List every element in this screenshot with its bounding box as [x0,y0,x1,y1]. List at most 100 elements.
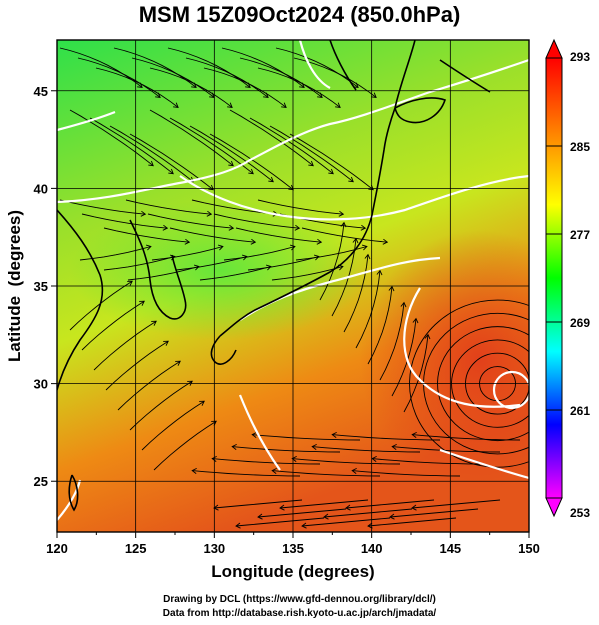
credit-drawing: Drawing by DCL (https://www.gfd-dennou.o… [163,594,436,605]
streamline-arrow [235,522,241,529]
streamline-arrow [291,455,297,462]
streamline-arrow [389,513,395,520]
streamline [69,109,154,167]
streamline-arrow [328,168,334,175]
streamline-arrow [173,102,179,108]
streamline [93,320,157,371]
streamline [271,266,344,281]
streamline-arrow [391,443,397,450]
colorbar-tick-label: 269 [570,316,590,330]
y-tick-label: 35 [34,279,48,294]
streamline [412,434,521,441]
streamline [411,499,501,509]
streamline-arrow [411,431,417,438]
streamline [59,47,143,88]
streamline [147,213,234,229]
colorbar-tick-label: 261 [570,404,590,418]
streamline-arrow [265,264,272,271]
streamline [151,246,224,261]
streamline-arrow [364,253,371,260]
streamline [279,499,369,509]
streamline-arrow [151,320,157,326]
streamline-arrow [281,102,287,108]
streamline-arrow [289,244,296,251]
streamline-arrow [228,224,235,231]
streamline-arrow [323,513,329,520]
streamline [77,57,161,98]
streamline-arrow [361,244,368,251]
y-tick-label: 40 [34,181,48,196]
streamline [323,508,413,518]
y-tick-label: 25 [34,474,48,489]
streamline [89,117,174,175]
streamline [229,109,314,167]
streamline-arrow [351,467,357,474]
streamline [125,199,212,215]
streamline [301,227,388,243]
x-tick-label: 140 [361,541,383,556]
streamline-arrow [250,238,257,245]
streamline-arrow [294,224,301,231]
streamline [103,227,190,243]
streamline [275,47,359,88]
streamline [257,67,341,108]
streamline [199,266,272,281]
y-axis-ticks: 25 30 35 40 45 [34,84,57,489]
streamline [109,125,194,183]
streamline [289,133,374,191]
streamline-arrow [184,238,191,245]
streamline [212,458,321,465]
streamline-arrow [208,184,214,191]
streamline-arrow [308,160,314,167]
streamline-arrow [345,504,351,511]
streamline-arrow [227,102,233,108]
streamline-arrow [268,176,274,183]
streamline-arrow [217,244,224,251]
credit-data: Data from http://database.rish.kyoto-u.a… [162,608,437,619]
streamline [379,302,405,381]
streamline [189,125,274,183]
streamline [372,458,481,465]
streamline-arrow [348,176,354,183]
streamline [169,227,256,243]
streamline-arrow [228,160,234,167]
streamline [209,133,294,191]
streamline-arrow [352,237,359,244]
colorbar-ticks: 293 285 277 269 261 253 [546,50,590,520]
streamline-arrow [248,168,254,175]
streamline-arrow [400,301,407,308]
streamline [239,57,323,98]
streamline [389,508,479,518]
streamline [352,470,461,477]
streamline-arrow [412,317,419,324]
streamline-arrow [140,210,147,217]
streamline [235,227,322,243]
streamline-arrow [371,92,377,98]
colorbar-bottom-arrow [545,497,563,518]
streamline-arrow [340,221,347,228]
streamline-arrow [301,522,307,529]
streamline [113,47,197,88]
streamline [221,47,305,88]
streamline-arrow [257,513,263,520]
streamline-arrow [127,280,133,286]
streamline [223,246,296,261]
streamline [247,256,320,271]
grid-lines [56,40,530,532]
colorbar-tick-label: 253 [570,506,590,520]
streamline-arrow [335,102,341,108]
y-tick-label: 30 [34,377,48,392]
streamline [213,499,303,509]
colorbar-tick-label: 293 [570,50,590,64]
streamline-arrow [424,333,431,340]
streamline [192,470,301,477]
streamline [95,67,179,108]
streamline [169,117,254,175]
streamline [185,57,269,98]
x-tick-label: 150 [518,541,540,556]
y-tick-label: 45 [34,84,48,99]
streamline-arrow [193,264,200,271]
streamline [232,446,341,453]
streamline [103,256,176,271]
